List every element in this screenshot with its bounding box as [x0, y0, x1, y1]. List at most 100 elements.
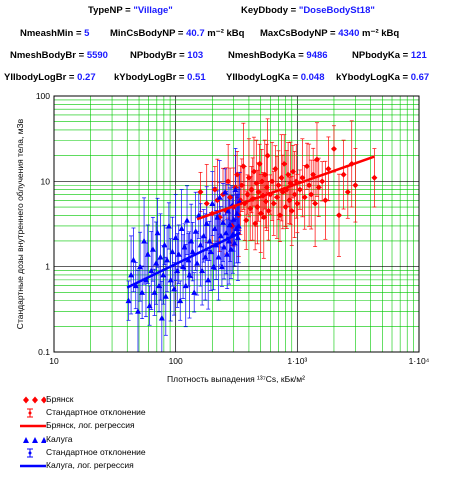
bryansk-point	[264, 152, 271, 159]
bryansk-point	[301, 194, 308, 201]
bryansk-point	[273, 194, 280, 201]
kaluga-point	[223, 229, 230, 236]
kaluga-point	[215, 253, 222, 260]
bryansk-point	[263, 184, 270, 191]
bryansk-point	[240, 163, 247, 170]
param-min-cs-body-np: MinCsBodyNP = 40.7 m⁻² kBq	[110, 28, 245, 39]
kaluga-point	[148, 267, 155, 274]
kaluga-point	[232, 186, 239, 193]
kaluga-point	[205, 276, 212, 283]
kaluga-point	[234, 234, 241, 240]
kaluga-point	[211, 225, 218, 232]
kaluga-point	[153, 260, 160, 266]
kaluga-point	[128, 271, 135, 278]
bryansk-point	[312, 200, 319, 207]
param-nmesh-body-ka: NmeshBodyKa = 9486	[228, 50, 328, 61]
y-tick-label: 1	[45, 262, 50, 272]
x-tick-label: 1·10⁴	[409, 356, 430, 366]
kaluga-point	[209, 200, 216, 206]
bryansk-point	[288, 207, 295, 214]
legend-item-bryansk-sd: Стандартное отклонение	[0, 407, 300, 421]
regression-line	[126, 231, 241, 289]
kaluga-point	[221, 244, 228, 250]
kaluga-point	[164, 256, 171, 263]
bryansk-point	[254, 204, 261, 211]
legend-label-bryansk: Брянск	[46, 394, 74, 404]
kaluga-point	[141, 237, 148, 244]
bryansk-point	[260, 214, 267, 221]
y-tick-label: 10	[41, 176, 51, 186]
kaluga-point	[228, 246, 235, 252]
bryansk-point	[261, 171, 268, 178]
regression-lines	[126, 155, 375, 289]
x-axis-label: Плотность выпадения ¹³⁷Cs, кБк/м²	[167, 374, 305, 384]
bryansk-point	[244, 191, 251, 198]
bryansk-point	[319, 178, 326, 185]
param-np-body-br: NPbodyBr = 103	[130, 50, 204, 61]
kaluga-point	[149, 246, 156, 252]
kaluga-point	[207, 248, 214, 255]
triangle-icon	[23, 437, 46, 443]
kaluga-point	[226, 237, 233, 244]
param-key-dbody: KeyDbody = "DoseBodySt18"	[241, 5, 375, 16]
kaluga-point	[178, 225, 185, 232]
kaluga-point	[200, 232, 207, 239]
legend-label-bryansk-reg: Брянск, лог. регрессия	[46, 420, 135, 430]
bryansk-point	[203, 200, 210, 207]
legend-label-kaluga-reg: Калуга, лог. регрессия	[46, 460, 134, 470]
regression-line	[196, 155, 375, 221]
param-ky-body-log-ka: kYbodyLogKa = 0.67	[336, 72, 430, 83]
plot-frame	[53, 95, 420, 353]
bryansk-point	[322, 197, 329, 204]
bryansk-point	[227, 194, 234, 201]
bryansk-point	[282, 204, 289, 211]
kaluga-point	[222, 188, 229, 195]
kaluga-point	[197, 241, 204, 248]
kaluga-point	[146, 302, 153, 309]
bryansk-point	[243, 217, 250, 224]
bryansk-point	[197, 188, 204, 195]
kaluga-point	[125, 297, 132, 304]
legend-label-kaluga-sd: Стандартное отклонение	[46, 447, 146, 457]
bryansk-point	[344, 188, 351, 195]
bryansk-point	[313, 156, 320, 163]
legend-label-bryansk-sd: Стандартное отклонение	[46, 407, 146, 417]
bryansk-point	[255, 188, 262, 195]
bryansk-point	[225, 178, 232, 185]
kaluga-point	[167, 276, 174, 283]
kaluga-point	[157, 253, 164, 260]
bryansk-point	[303, 163, 310, 170]
param-ky-body-log-br: kYbodyLogBr = 0.51	[114, 72, 206, 83]
param-nmeash-min: NmeashMin = 5	[20, 28, 90, 39]
legend: Брянск Стандартное отклонение Брянск, ло…	[0, 392, 449, 477]
scatter-plot: 10 100 1·10³ 1·10⁴ 0.1 1 10 100 Плотность выпад…	[15, 91, 430, 384]
kaluga-point	[169, 248, 176, 255]
bryansk-point	[238, 182, 245, 189]
kaluga-point	[220, 219, 227, 225]
kaluga-point	[177, 297, 184, 304]
legend-item-bryansk-reg: Брянск, лог. регрессия	[0, 420, 300, 434]
kaluga-point	[206, 237, 213, 244]
bryansk-point	[262, 198, 269, 205]
bryansk-point	[278, 174, 285, 181]
kaluga-point	[165, 222, 172, 229]
kaluga-point	[172, 234, 179, 240]
diamond-icon	[23, 396, 46, 404]
kaluga-point	[132, 282, 139, 289]
kaluga-point	[186, 271, 193, 278]
bryansk-point	[252, 220, 259, 227]
param-yii-body-log-ka: YIIbodyLogKa = 0.048	[226, 72, 325, 83]
kaluga-point	[160, 271, 167, 278]
bryansk-point	[276, 212, 283, 219]
bryansk-point	[330, 145, 337, 152]
kaluga-point	[194, 260, 201, 266]
kaluga-point	[134, 308, 141, 314]
kaluga-point	[156, 282, 163, 289]
bryansk-point	[308, 191, 315, 198]
kaluga-point	[161, 241, 168, 248]
bryansk-point	[272, 165, 279, 172]
kaluga-point	[203, 220, 210, 227]
bryansk-point	[286, 197, 293, 204]
axis-ticks: 10 100 1·10³ 1·10⁴ 0.1 1 10 100	[36, 91, 430, 366]
bryansk-point	[325, 165, 332, 172]
